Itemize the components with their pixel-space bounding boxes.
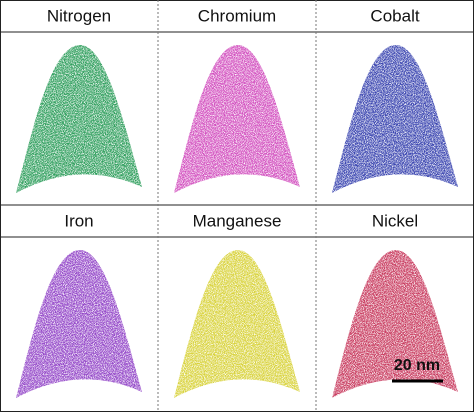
- atom-map: [332, 250, 458, 398]
- panel-label: Nickel: [372, 211, 418, 230]
- atom-map: [16, 45, 142, 193]
- atom-map: [16, 250, 142, 398]
- panel-label: Cobalt: [370, 6, 419, 25]
- panel-label: Iron: [64, 211, 93, 230]
- panel-label: Chromium: [198, 6, 276, 25]
- panel-label: Manganese: [193, 211, 282, 230]
- atom-map: [332, 45, 458, 193]
- atom-map: [174, 250, 300, 398]
- atom-map: [174, 45, 300, 193]
- panel-label: Nitrogen: [47, 6, 111, 25]
- scale-bar-label: 20 nm: [394, 357, 440, 374]
